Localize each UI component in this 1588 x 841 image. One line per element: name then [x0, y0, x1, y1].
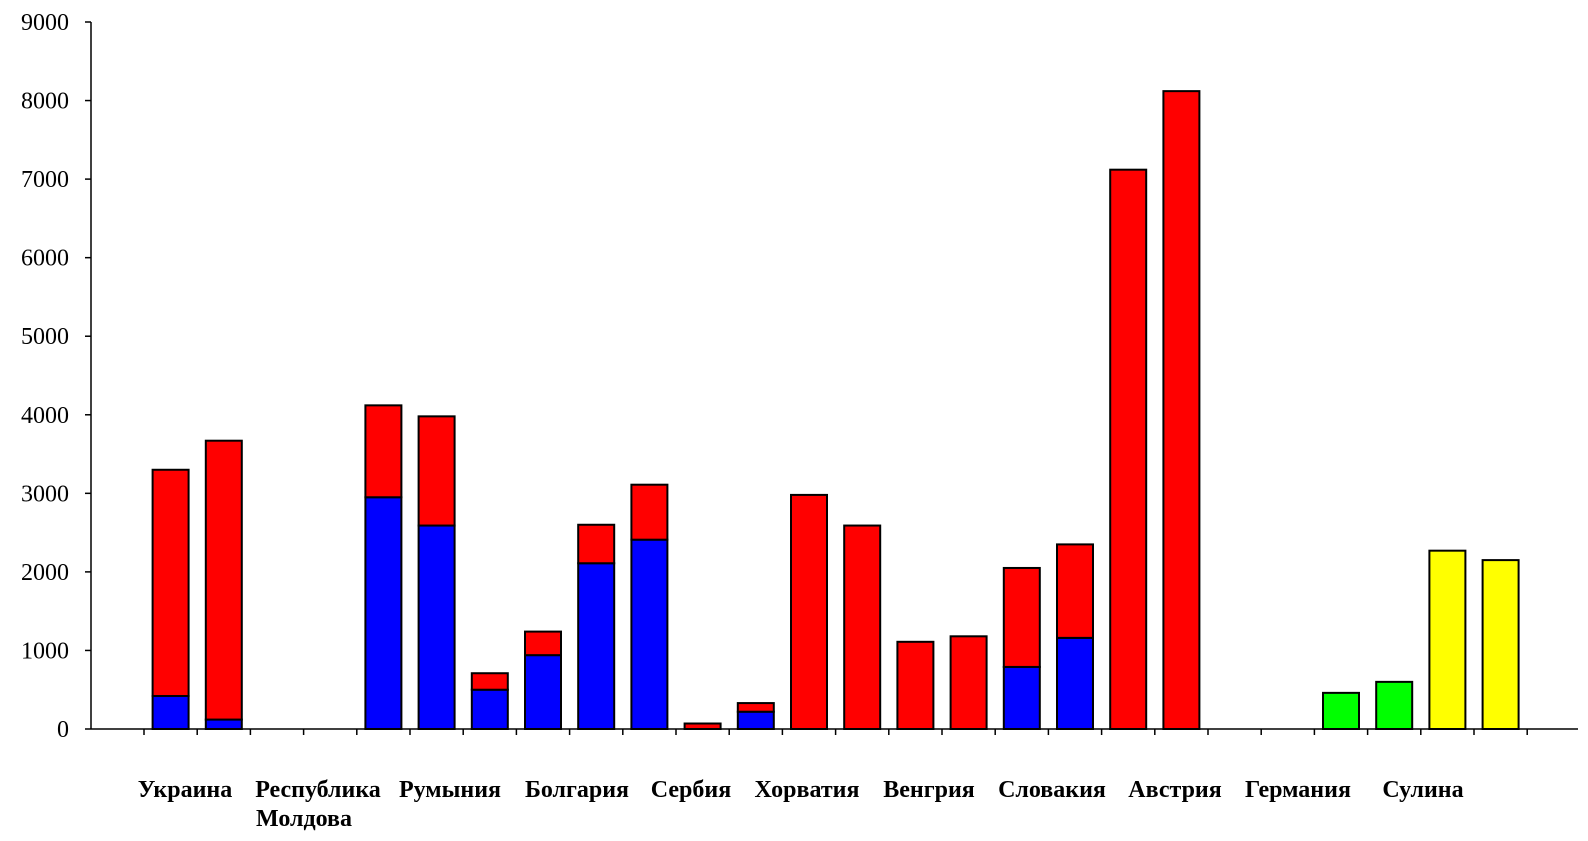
- category-label: Германия: [1245, 777, 1351, 803]
- bar-segment-yellow: [1428, 549, 1467, 730]
- y-tick-label: 7000: [21, 167, 69, 193]
- category-label-line2: Молдова: [256, 806, 352, 832]
- y-tick-label: 2000: [21, 560, 69, 586]
- bar-segment-red: [1162, 90, 1201, 730]
- category-label: Болгария: [525, 777, 629, 803]
- bar-segment-blue: [630, 538, 669, 730]
- bar-segment-red: [790, 493, 828, 730]
- y-tick-label: 1000: [21, 638, 69, 664]
- category-label: Сербия: [651, 777, 731, 803]
- bar-segment-blue: [470, 688, 509, 731]
- bar-segment-blue: [364, 496, 403, 730]
- y-axis: 0 1000 2000 3000 4000 5000 6000 7000 8000 9000: [21, 10, 92, 743]
- y-tick-label: 8000: [21, 89, 69, 115]
- bar-segment-red: [736, 702, 775, 713]
- category-label: Румыния: [399, 777, 501, 803]
- bar-segment-blue: [204, 718, 243, 730]
- bar-segment-blue: [1056, 636, 1094, 730]
- bar-segment-red: [630, 483, 669, 541]
- bar-segment-red: [1109, 168, 1148, 730]
- bar-segment-blue: [524, 654, 562, 730]
- bar-segment-yellow: [1481, 559, 1520, 730]
- y-tick-label: 5000: [21, 324, 69, 350]
- bar-segment-red: [683, 722, 722, 730]
- bar-segment-red: [204, 439, 243, 721]
- bar-segment-red: [1056, 543, 1094, 639]
- category-label: Хорватия: [755, 777, 860, 803]
- y-tick-label: 9000: [21, 10, 69, 36]
- bar-segment-red: [577, 523, 616, 565]
- category-label: Венгрия: [883, 777, 975, 803]
- bar-segment-blue: [151, 695, 190, 730]
- bar-segment-red: [843, 524, 882, 731]
- y-tick-label: 0: [57, 717, 69, 743]
- bar-segment-blue: [1002, 665, 1041, 730]
- category-labels: Украина Республика Молдова Румыния Болгария С…: [138, 777, 1464, 832]
- y-tick-label: 3000: [21, 481, 69, 507]
- category-label: Словакия: [998, 777, 1106, 803]
- bars: [151, 90, 1520, 731]
- category-label: Сулина: [1382, 777, 1463, 803]
- category-label: Республика: [255, 777, 381, 803]
- bar-segment-green: [1322, 691, 1360, 730]
- y-tick-label: 4000: [21, 403, 69, 429]
- bar-segment-blue: [577, 562, 616, 731]
- bar-segment-red: [151, 468, 190, 698]
- bar-segment-red: [1002, 566, 1041, 668]
- bar-segment-red: [417, 415, 456, 527]
- bar-segment-red: [364, 404, 403, 499]
- bar-segment-red: [470, 672, 509, 691]
- bar-segment-blue: [736, 710, 775, 730]
- bar-segment-blue: [417, 524, 456, 731]
- bar-segment-red: [949, 635, 988, 730]
- y-tick-label: 6000: [21, 246, 69, 272]
- bar-segment-red: [896, 640, 935, 731]
- category-label: Украина: [138, 777, 232, 803]
- bar-segment-green: [1375, 680, 1414, 730]
- bar-segment-red: [524, 630, 562, 657]
- category-label: Австрия: [1128, 777, 1221, 803]
